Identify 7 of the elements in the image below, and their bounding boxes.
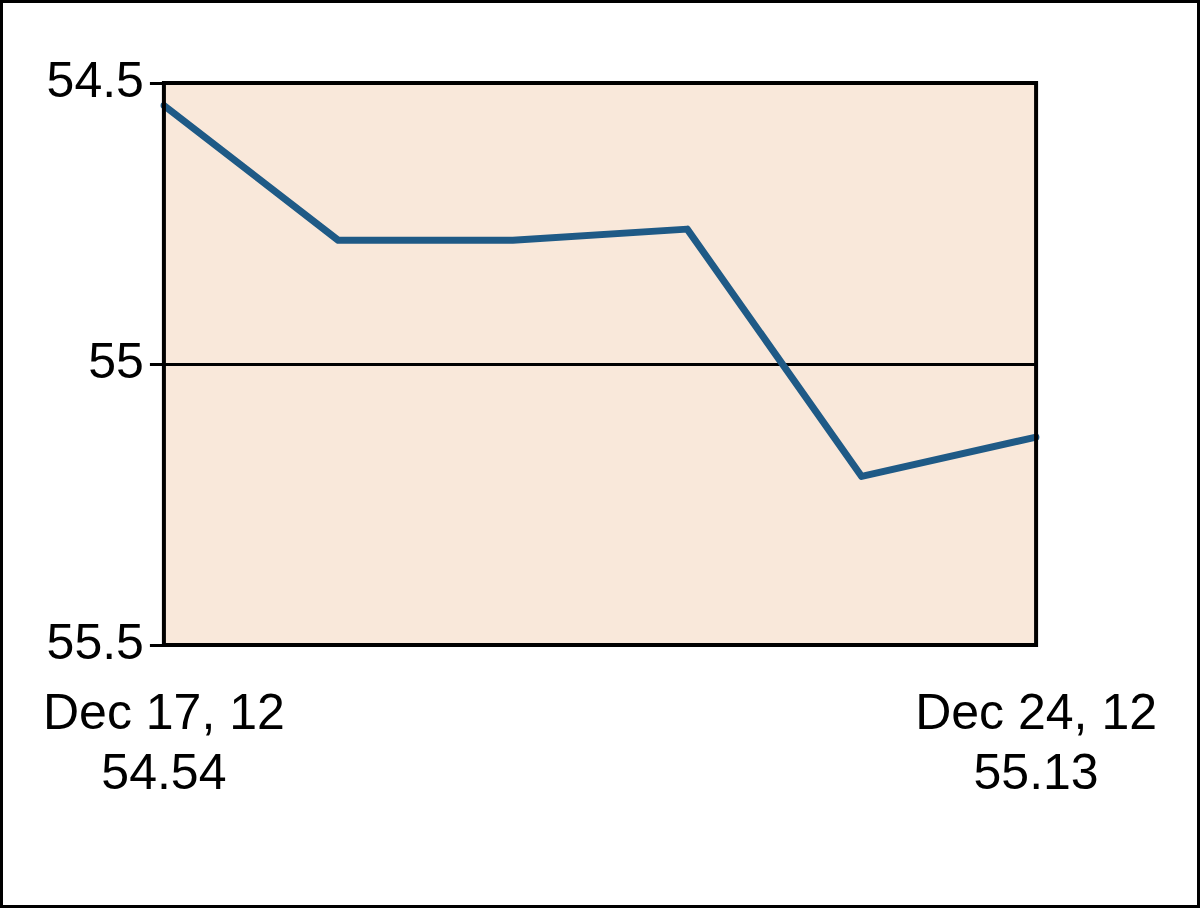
data-label: 55.13 [973, 743, 1099, 800]
y-tick-label: 55.5 [46, 613, 144, 670]
data-label: 54.54 [101, 743, 227, 800]
y-tick-label: 54.5 [46, 51, 144, 108]
x-tick-label: Dec 24, 12 [915, 683, 1157, 740]
x-tick-label: Dec 17, 12 [43, 683, 285, 740]
y-tick-label: 55 [88, 332, 144, 389]
